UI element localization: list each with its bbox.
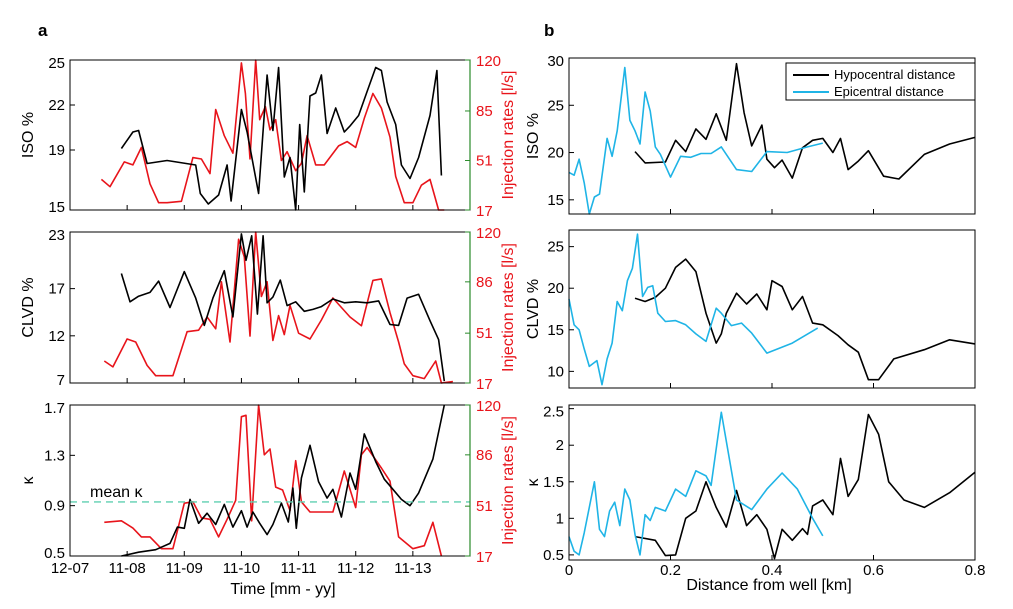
moment-component-line-a3 <box>121 404 446 557</box>
subplot-b3: 0.5 1 1.5 2 2.5 κ 0 0.2 0.4 0.6 0.8 <box>525 404 985 579</box>
x-tick-label: 11-10 <box>223 560 260 577</box>
moment-component-line-a2 <box>120 233 446 382</box>
x-tick-label: 12-07 <box>51 560 89 577</box>
y-tick-label: 0.9 <box>44 498 65 515</box>
epicentral-distance-line-b2 <box>568 233 819 386</box>
distance-axis-label: Distance from well [km] <box>686 577 851 594</box>
y-tick-label: 20 <box>547 145 564 162</box>
y-tick-label: 20 <box>547 280 564 297</box>
y2-tick-label: 86 <box>476 274 493 291</box>
y2-tick-label: 51 <box>476 498 493 515</box>
legend-entry: Hypocentral distance <box>834 67 955 82</box>
hypocentral-distance-line-b3 <box>634 413 976 560</box>
axes-frame-a3 <box>69 404 471 557</box>
y-tick-label: 0.5 <box>543 547 564 564</box>
legend-entry: Epicentral distance <box>834 84 944 99</box>
y-axis-label-a2: CLVD % <box>20 277 37 337</box>
x-tick-label: 0.8 <box>965 562 986 579</box>
y-tick-label: 10 <box>547 363 564 380</box>
subplot-b1: 15 20 25 30 ISO % <box>525 53 976 215</box>
y-tick-label: 22 <box>48 97 65 114</box>
x-tick-label: 11-13 <box>394 560 431 577</box>
moment-component-line-a1 <box>120 66 443 211</box>
y-tick-label: 25 <box>547 97 564 114</box>
y-tick-label: 1 <box>556 510 564 527</box>
y-tick-label: 25 <box>547 239 564 256</box>
y-axis-label-a3: κ <box>20 476 37 485</box>
y-tick-label: 19 <box>48 142 65 159</box>
x-tick-label: 0.2 <box>660 562 681 579</box>
y-tick-label: 15 <box>48 199 65 216</box>
y2-axis-label-a3: Injection rates [l/s] <box>500 416 517 545</box>
y-tick-label: 1.3 <box>44 447 65 464</box>
injection-rate-line-a1 <box>100 59 445 211</box>
y2-tick-label: 17 <box>476 203 493 220</box>
x-tick-label: 0.4 <box>762 562 783 579</box>
y-tick-label: 7 <box>57 372 65 389</box>
y-axis-label-b3: κ <box>525 478 542 487</box>
y-tick-label: 15 <box>547 192 564 209</box>
x-tick-label: 11-09 <box>166 560 203 577</box>
y-tick-label: 25 <box>48 55 65 72</box>
y2-tick-label: 120 <box>476 53 501 70</box>
legend-box <box>785 62 976 101</box>
y2-axis-label-a2: Injection rates [l/s] <box>500 243 517 372</box>
subplot-b2: 10 15 20 25 CLVD % <box>525 229 976 389</box>
x-tick-label: 11-11 <box>281 560 317 577</box>
epicentral-distance-line-b1 <box>568 66 823 215</box>
y-tick-label: 23 <box>48 227 65 244</box>
y-tick-label: 0.5 <box>44 545 65 562</box>
x-tick-label: 0 <box>565 562 573 579</box>
y-axis-label-b2: CLVD % <box>525 279 542 339</box>
legend: Hypocentral distance Epicentral distance <box>785 62 976 101</box>
y2-tick-label: 51 <box>476 325 493 342</box>
x-tick-label: 11-08 <box>109 560 146 577</box>
hypocentral-distance-line-b2 <box>634 258 976 381</box>
y2-tick-label: 120 <box>476 398 501 415</box>
y-tick-label: 12 <box>48 328 65 345</box>
y2-tick-label: 120 <box>476 225 501 242</box>
y-tick-label: 17 <box>48 281 65 298</box>
x-tick-label: 11-12 <box>337 560 374 577</box>
y-tick-label: 30 <box>547 53 564 70</box>
y-tick-label: 15 <box>547 322 564 339</box>
axes-frame-b3 <box>568 404 976 561</box>
mean-kappa-label: mean κ <box>90 484 143 501</box>
y-tick-label: 1.7 <box>44 400 65 417</box>
injection-rate-line-a3 <box>104 404 443 557</box>
panel-label-b: b <box>544 21 554 40</box>
y2-tick-label: 17 <box>476 549 493 566</box>
axes-frame-b2 <box>568 229 976 389</box>
hypocentral-distance-line-b1 <box>634 62 976 180</box>
y2-tick-label: 86 <box>476 447 493 464</box>
x-tick-label: 0.6 <box>863 562 884 579</box>
y-tick-label: 1.5 <box>543 474 564 491</box>
panel-label-a: a <box>38 21 48 40</box>
time-axis-label: Time [mm - yy] <box>230 581 335 598</box>
y2-tick-label: 17 <box>476 376 493 393</box>
y-axis-label-b1: ISO % <box>525 113 542 159</box>
y2-tick-label: 51 <box>476 152 493 169</box>
y-axis-label-a1: ISO % <box>20 112 37 158</box>
y2-axis-label-a1: Injection rates [l/s] <box>500 71 517 200</box>
y-tick-label: 2 <box>556 437 564 454</box>
y2-tick-label: 85 <box>476 103 493 120</box>
injection-rate-line-a2 <box>103 231 454 384</box>
epicentral-distance-line-b3 <box>568 411 824 556</box>
y-tick-label: 2.5 <box>543 404 564 421</box>
